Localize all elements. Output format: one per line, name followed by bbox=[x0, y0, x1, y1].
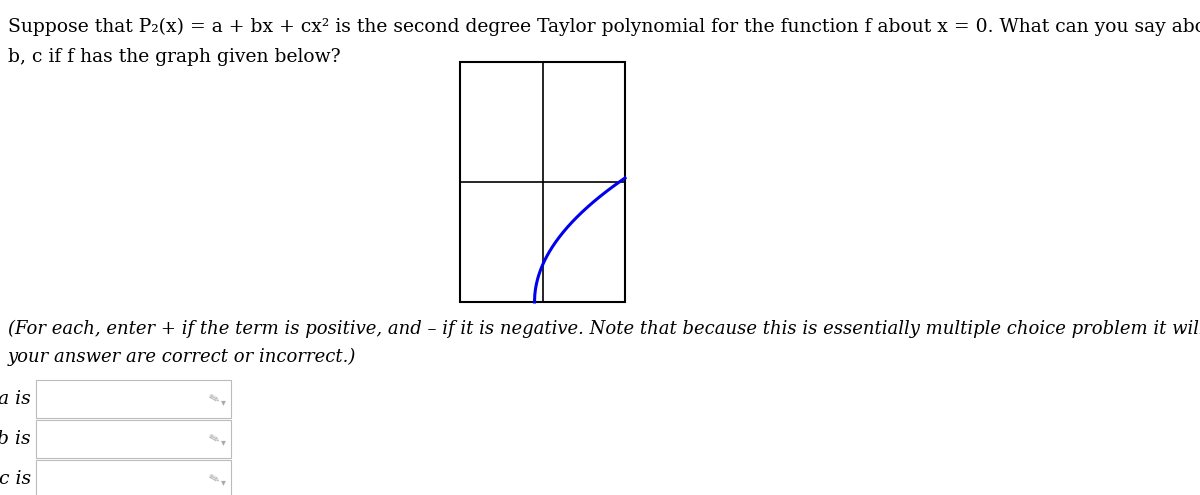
Text: ▾: ▾ bbox=[221, 397, 226, 407]
Bar bbox=[460, 62, 625, 302]
Text: a is: a is bbox=[0, 390, 31, 408]
Text: ✏: ✏ bbox=[204, 390, 222, 408]
Text: c is: c is bbox=[0, 470, 31, 488]
Text: ✏: ✏ bbox=[204, 470, 222, 488]
Text: your answer are correct or incorrect.): your answer are correct or incorrect.) bbox=[8, 348, 356, 366]
Text: ▾: ▾ bbox=[221, 477, 226, 487]
Bar bbox=[36, 460, 230, 495]
Bar bbox=[36, 380, 230, 418]
Bar bbox=[36, 420, 230, 458]
Text: ▾: ▾ bbox=[221, 437, 226, 447]
Text: ✏: ✏ bbox=[204, 430, 222, 448]
Text: b is: b is bbox=[0, 430, 31, 448]
Text: (For each, enter + if the term is positive, and – if it is negative. Note that b: (For each, enter + if the term is positi… bbox=[8, 320, 1200, 338]
Text: b, c if f has the graph given below?: b, c if f has the graph given below? bbox=[8, 48, 341, 66]
Text: Suppose that P₂(x) = a + bx + cx² is the second degree Taylor polynomial for the: Suppose that P₂(x) = a + bx + cx² is the… bbox=[8, 18, 1200, 36]
